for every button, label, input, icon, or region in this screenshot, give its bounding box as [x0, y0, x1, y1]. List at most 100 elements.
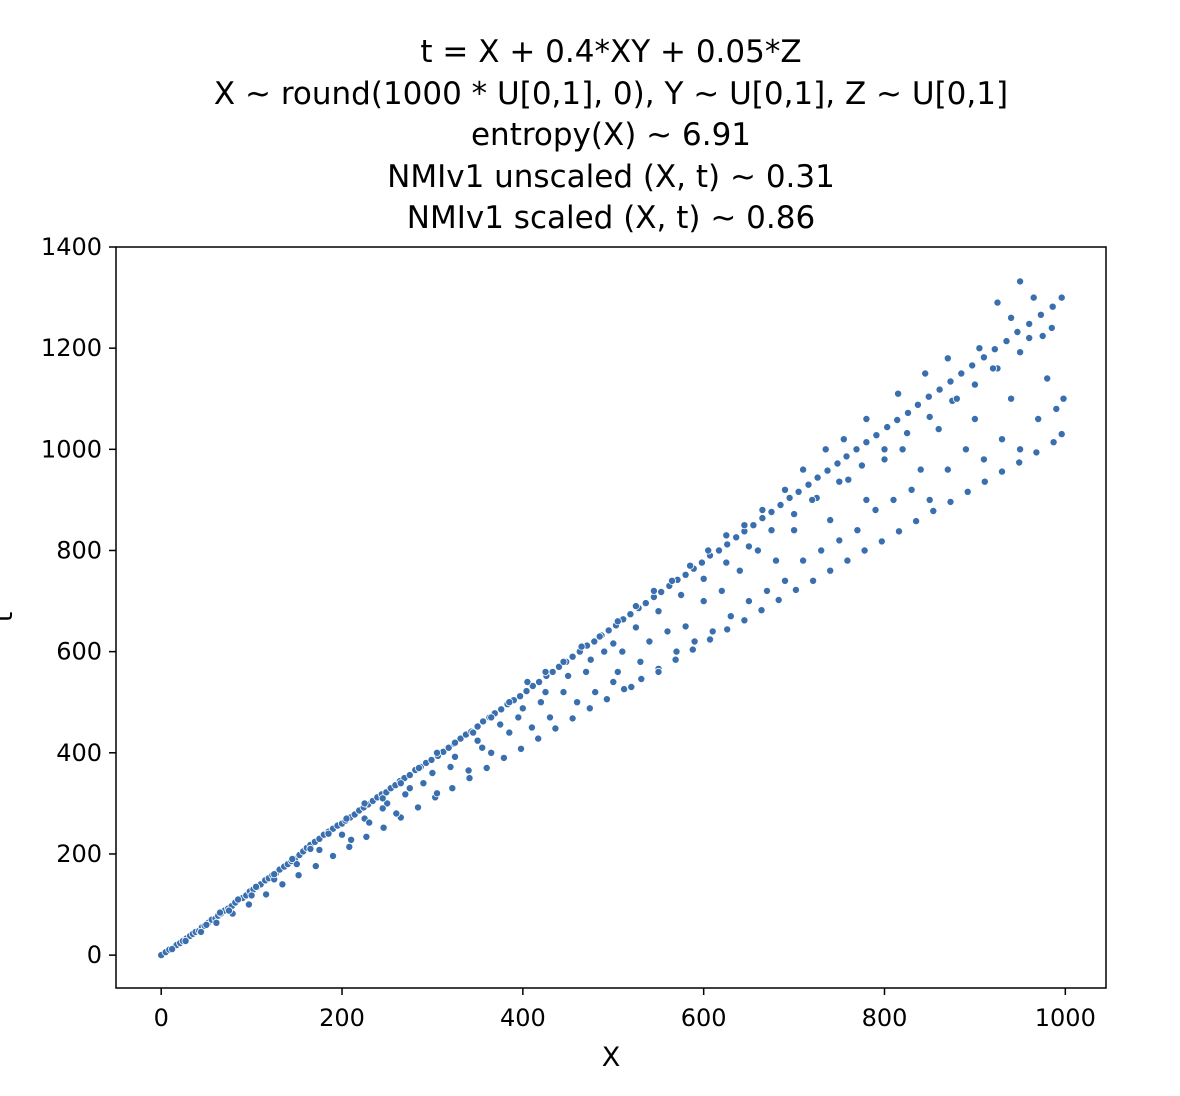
scatter-point: [591, 688, 600, 697]
scatter-point: [1059, 394, 1068, 403]
y-tick-label: 0: [87, 941, 102, 969]
scatter-point: [699, 574, 708, 583]
scatter-point: [479, 717, 488, 726]
scatter-point: [496, 720, 505, 729]
scatter-point: [609, 678, 618, 687]
scatter-point: [758, 505, 767, 514]
scatter-point: [1034, 414, 1043, 423]
scatter-point: [943, 465, 952, 474]
scatter-point: [963, 487, 972, 496]
y-tick-label: 1000: [41, 435, 102, 463]
scatter-point: [952, 394, 961, 403]
scatter-point: [1016, 445, 1025, 454]
scatter-point: [979, 455, 988, 464]
scatter-point: [929, 506, 938, 515]
scatter-point: [862, 414, 871, 423]
scatter-point: [706, 635, 715, 644]
scatter-point: [799, 465, 808, 474]
scatter-point: [1038, 331, 1047, 340]
scatter-point: [379, 823, 388, 832]
scatter-point: [523, 678, 532, 687]
scatter-point: [970, 414, 979, 423]
scatter-point: [843, 556, 852, 565]
plot-area-frame: [115, 246, 1107, 989]
scatter-point: [613, 667, 622, 676]
scatter-point: [681, 622, 690, 631]
chart-title: t = X + 0.4*XY + 0.05*Z X ~ round(1000 *…: [214, 34, 1008, 236]
scatter-point: [998, 435, 1007, 444]
scatter-point: [817, 546, 826, 555]
scatter-point: [877, 537, 886, 546]
scatter-point: [723, 625, 732, 634]
scatter-point: [809, 576, 818, 585]
scatter-point: [844, 475, 853, 484]
scatter-point: [916, 465, 925, 474]
scatter-point: [989, 364, 998, 373]
scatter-point: [631, 623, 640, 632]
scatter-point: [448, 784, 457, 793]
scatter-point: [168, 945, 177, 954]
scatter-point: [487, 713, 496, 722]
y-tick-label: 1200: [41, 334, 102, 362]
scatter-point: [924, 392, 933, 401]
scatter-point: [772, 556, 781, 565]
scatter-point: [1036, 310, 1045, 319]
scatter-point: [378, 794, 387, 803]
scatter-point: [518, 704, 527, 713]
scatter-point: [444, 743, 453, 752]
scatter-point: [487, 748, 496, 757]
scatter-point: [278, 880, 287, 889]
scatter-point: [852, 445, 861, 454]
scatter-point: [328, 852, 337, 861]
scatter-point: [306, 844, 315, 853]
x-tick-label: 1000: [1035, 1004, 1096, 1032]
scatter-point: [907, 485, 916, 494]
scatter-point: [961, 445, 970, 454]
scatter-point: [464, 766, 473, 775]
scatter-point: [895, 527, 904, 536]
scatter-point: [600, 647, 609, 656]
scatter-point: [527, 723, 536, 732]
scatter-point: [514, 713, 523, 722]
scatter-point: [595, 632, 604, 641]
title-line-4: NMIv1 unscaled (X, t) ~ 0.31: [387, 159, 835, 195]
scatter-point: [688, 645, 697, 654]
scatter-point: [196, 927, 205, 936]
scatter-point: [893, 415, 902, 424]
scatter-point: [672, 647, 681, 656]
scatter-point: [337, 830, 346, 839]
scatter-point: [311, 862, 320, 871]
scatter-points: [157, 277, 1068, 960]
x-axis-ticks: 0 200 400 600 800 1000: [154, 988, 1096, 1032]
scatter-point: [813, 473, 822, 482]
title-line-1: t = X + 0.4*XY + 0.05*Z: [420, 34, 801, 70]
scatter-point: [767, 507, 776, 516]
scatter-point: [791, 585, 800, 594]
scatter-point: [717, 586, 726, 595]
scatter-point: [657, 588, 666, 597]
scatter-point: [898, 445, 907, 454]
scatter-point: [842, 452, 851, 461]
scatter-point: [582, 667, 591, 676]
scatter-point: [315, 845, 324, 854]
scatter-point: [998, 467, 1007, 476]
scatter-point: [546, 713, 555, 722]
scatter-point: [224, 906, 233, 915]
scatter-point: [993, 298, 1002, 307]
scatter-point: [862, 495, 871, 504]
scatter-point: [620, 685, 629, 694]
scatter-point: [880, 455, 889, 464]
scatter-point: [602, 695, 611, 704]
scatter-point: [428, 769, 437, 778]
scatter-point: [774, 596, 783, 605]
scatter-point: [749, 521, 758, 530]
scatter-point: [1025, 333, 1034, 342]
scatter-point: [641, 599, 650, 608]
scatter-point: [735, 566, 744, 575]
scatter-point: [794, 487, 803, 496]
scatter-point: [478, 743, 487, 752]
scatter-point: [292, 860, 301, 869]
scatter-point: [835, 536, 844, 545]
scatter-point: [1015, 458, 1024, 467]
